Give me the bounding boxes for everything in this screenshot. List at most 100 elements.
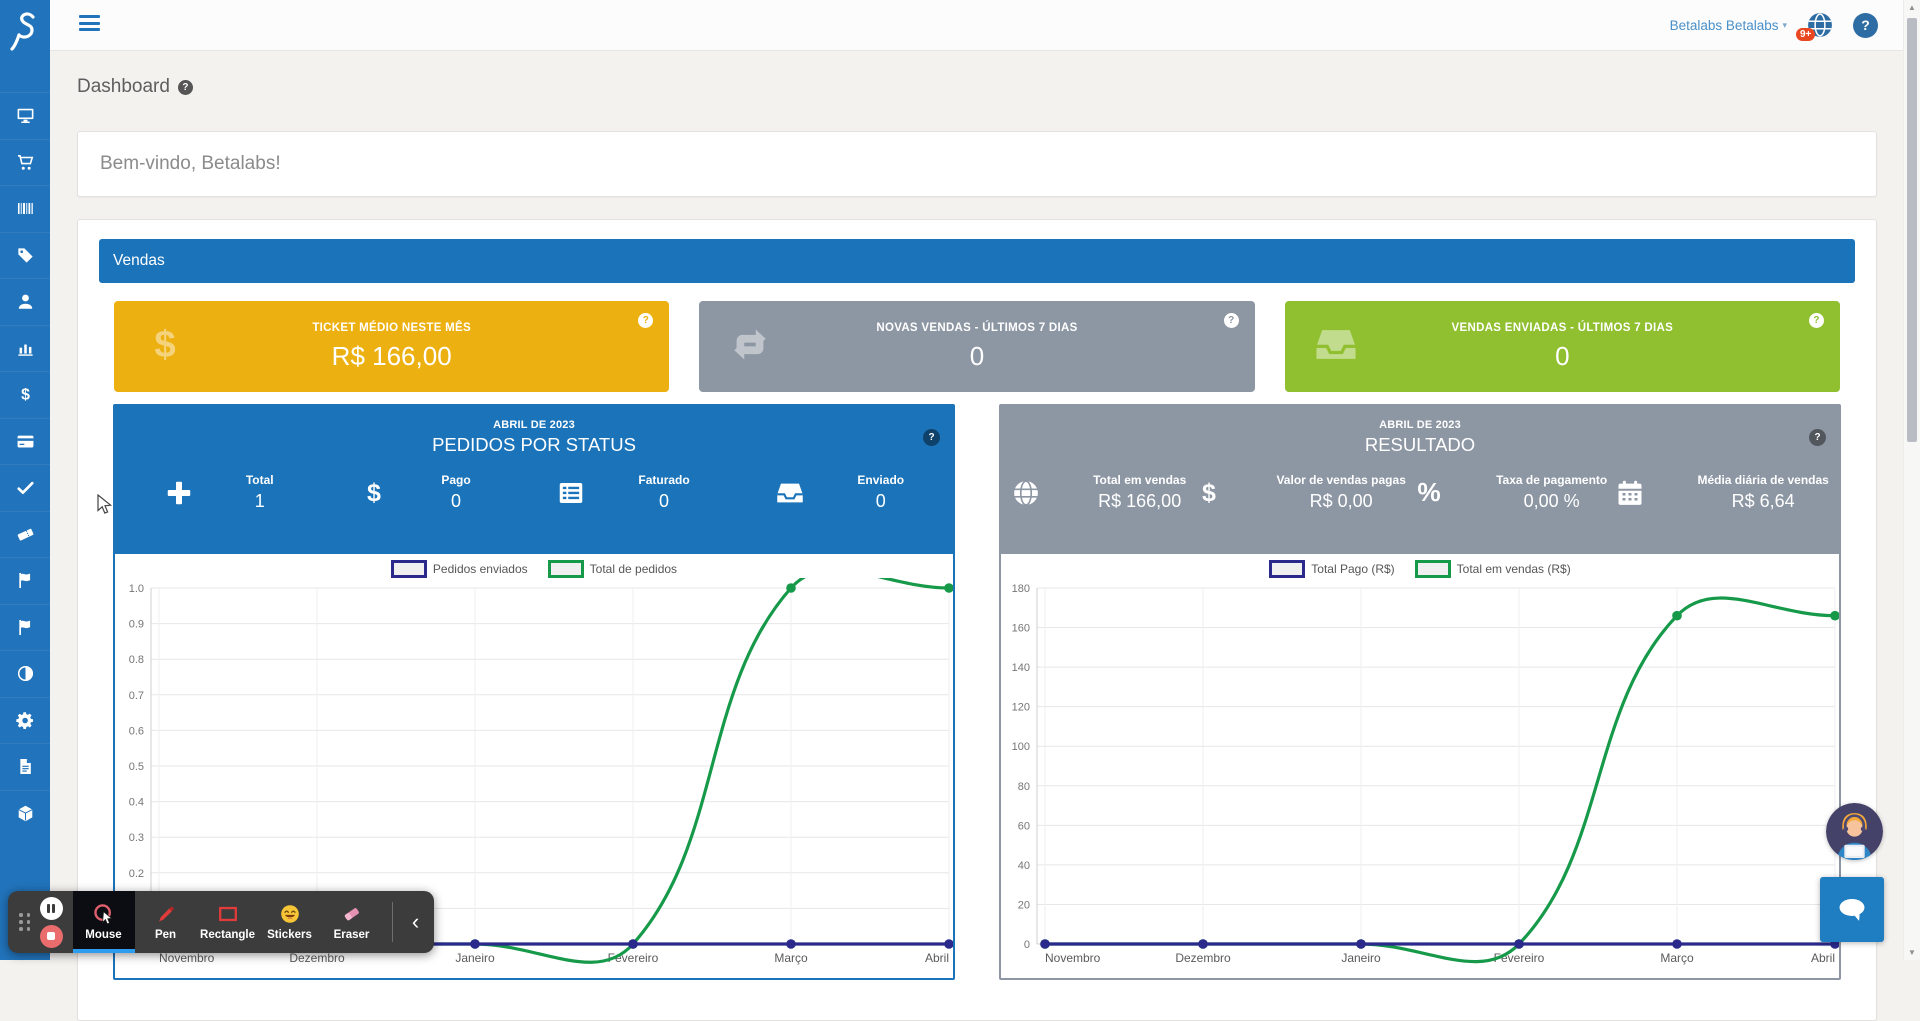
sidebar-item-1[interactable] — [0, 138, 50, 186]
panel-stat-value: 1 — [254, 491, 265, 511]
rectangle-icon — [217, 903, 239, 925]
dollar-icon: $ — [1194, 478, 1224, 508]
chart-area: Total Pago (R$) Total em vendas (R$) 180 16… — [1001, 554, 1839, 978]
flag-icon — [16, 571, 35, 590]
mouse-tool-button[interactable]: Mouse — [72, 891, 135, 953]
gear-icon — [15, 711, 35, 730]
sidebar-item-12[interactable] — [0, 650, 50, 697]
panel-help-icon[interactable]: ? — [1809, 429, 1826, 446]
legend-label: Pedidos enviados — [432, 562, 528, 576]
inbox-icon — [1313, 321, 1359, 372]
sales-section-title: Vendas — [113, 252, 165, 269]
document-icon — [16, 757, 35, 776]
panel-stat-value: R$ 0,00 — [1309, 491, 1373, 511]
svg-text:140: 140 — [1012, 662, 1030, 674]
stat-card-value: 0 — [969, 340, 985, 371]
stat-card-row: $ TICKET MÉDIO NESTE MÊS R$ 166,00? NOVAS V… — [114, 301, 1840, 392]
stat-card-value: 0 — [1555, 340, 1570, 371]
stat-card-1: NOVAS VENDAS - ÚLTIMOS 7 DIAS 0? — [699, 301, 1255, 392]
notification-badge: 9+ — [1796, 28, 1816, 41]
panel-header: ABRIL DE 2023 RESULTADO? Total em vendas R$… — [1001, 406, 1839, 554]
sidebar-item-15[interactable] — [0, 789, 50, 837]
legend-label: Total em vendas (R$) — [1456, 562, 1571, 576]
betalabs-logo-icon[interactable] — [0, 0, 50, 62]
sidebar-item-7[interactable] — [0, 417, 50, 465]
svg-text:Janeiro: Janeiro — [455, 951, 495, 965]
legend-item[interactable]: Total de pedidos — [547, 560, 677, 578]
page-help-icon[interactable]: ? — [177, 79, 193, 95]
panel-stat-label: Total — [245, 473, 274, 487]
dollar-icon: $ — [16, 385, 35, 404]
sidebar-item-6[interactable]: $ — [0, 371, 50, 418]
svg-text:$: $ — [21, 387, 30, 404]
hamburger-menu-icon[interactable] — [79, 15, 100, 35]
ticket-icon — [16, 525, 35, 544]
sidebar-item-2[interactable] — [0, 185, 50, 232]
panel-stat-value: 0 — [450, 491, 461, 511]
sidebar-item-4[interactable] — [0, 278, 50, 325]
rectangle-tool-button[interactable]: Rectangle — [197, 891, 259, 953]
scroll-up-arrow-icon[interactable]: ▲ — [1908, 2, 1916, 12]
support-agent-avatar[interactable] — [1826, 803, 1883, 860]
svg-text:0: 0 — [1024, 939, 1030, 951]
stat-card-title: NOVAS VENDAS - ÚLTIMOS 7 DIAS — [876, 321, 1078, 334]
sidebar-item-3[interactable] — [0, 231, 50, 279]
svg-text:Dezembro: Dezembro — [289, 951, 345, 965]
drag-handle[interactable] — [19, 913, 31, 931]
sidebar-item-10[interactable] — [0, 557, 50, 604]
page-scrollbar[interactable]: ▲ ▼ — [1903, 0, 1920, 960]
svg-text:0.6: 0.6 — [129, 725, 144, 737]
stat-card-help-icon[interactable]: ? — [638, 313, 654, 328]
sidebar-item-9[interactable] — [0, 510, 50, 558]
svg-text:180: 180 — [1012, 583, 1030, 595]
stat-card-0: $ TICKET MÉDIO NESTE MÊS R$ 166,00? — [114, 301, 670, 392]
tool-label: Stickers — [267, 929, 312, 941]
panel-help-icon[interactable]: ? — [923, 429, 940, 446]
scrollbar-thumb[interactable] — [1906, 18, 1917, 442]
notifications-globe-icon[interactable]: 9+ — [1796, 12, 1833, 41]
svg-text:Março: Março — [1660, 951, 1694, 965]
dollar-icon: $ — [359, 478, 389, 508]
pen-tool-button[interactable]: Pen — [135, 891, 197, 953]
panel-stat-value: R$ 166,00 — [1098, 491, 1182, 511]
stat-card-help-icon[interactable]: ? — [1223, 313, 1239, 328]
panel-stat: Total 1 — [164, 473, 274, 512]
panel-stat: Total em vendas R$ 166,00 — [1011, 473, 1186, 512]
sidebar-item-8[interactable] — [0, 464, 50, 511]
svg-text:%: % — [1417, 478, 1440, 507]
collapse-toolbar-button[interactable]: ‹ — [411, 909, 420, 934]
sidebar-item-13[interactable] — [0, 696, 50, 744]
legend-item[interactable]: Total Pago (R$) — [1269, 560, 1395, 578]
stop-recording-button[interactable] — [39, 924, 63, 948]
sidebar-item-14[interactable] — [0, 743, 50, 790]
tool-label: Rectangle — [200, 929, 255, 941]
svg-text:0.9: 0.9 — [129, 619, 144, 631]
pause-recording-button[interactable] — [39, 896, 63, 920]
help-icon[interactable]: ? — [1853, 12, 1878, 38]
svg-text:1.0: 1.0 — [129, 583, 144, 595]
sidebar-item-5[interactable] — [0, 324, 50, 372]
sidebar-item-11[interactable] — [0, 603, 50, 651]
svg-text:100: 100 — [1012, 741, 1030, 753]
eraser-tool-button[interactable]: Eraser — [321, 891, 383, 953]
svg-text:0.3: 0.3 — [129, 832, 144, 844]
svg-text:Abril: Abril — [1811, 951, 1835, 965]
chat-button[interactable] — [1820, 877, 1884, 942]
legend-swatch — [547, 560, 584, 578]
eraser-icon — [341, 903, 363, 925]
panel-stat: Faturado 0 — [556, 473, 690, 512]
svg-text:120: 120 — [1012, 702, 1030, 714]
legend-item[interactable]: Total em vendas (R$) — [1414, 560, 1571, 578]
user-icon — [16, 292, 35, 311]
svg-text:160: 160 — [1012, 623, 1030, 635]
page-title: Dashboard — [77, 76, 170, 97]
plus-icon — [164, 478, 194, 508]
stat-card-help-icon[interactable]: ? — [1808, 313, 1824, 328]
check-icon — [16, 478, 35, 497]
scroll-down-arrow-icon[interactable]: ▼ — [1908, 947, 1916, 957]
sidebar-item-0[interactable] — [0, 92, 50, 139]
stickers-tool-button[interactable]: Stickers — [259, 891, 321, 953]
panel-stat-label: Média diária de vendas — [1697, 473, 1829, 487]
legend-item[interactable]: Pedidos enviados — [390, 560, 528, 578]
user-menu[interactable]: Betalabs Betalabs ▾ — [1670, 18, 1787, 33]
